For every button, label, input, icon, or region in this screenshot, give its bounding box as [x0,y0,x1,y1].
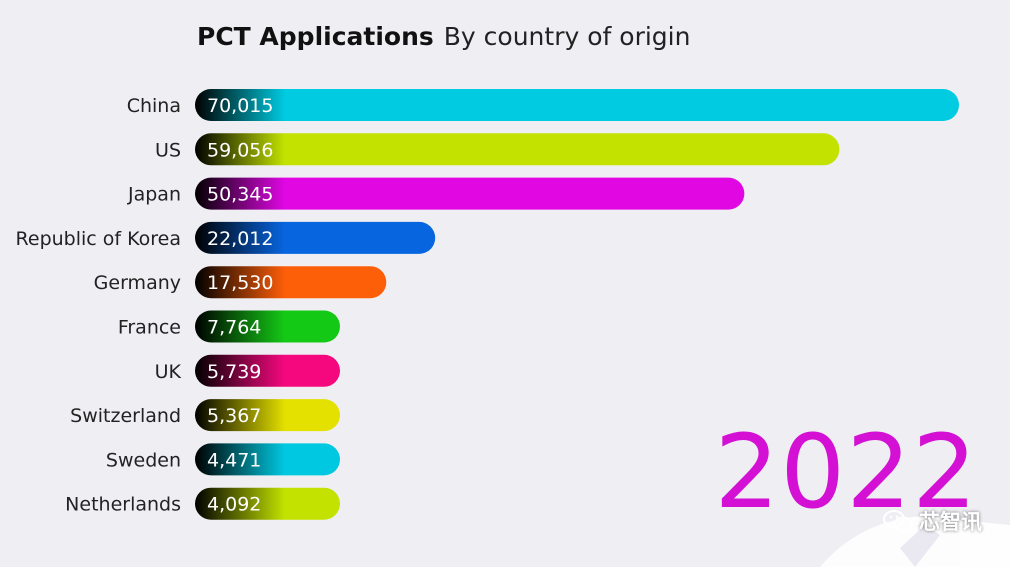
category-label: France [118,317,181,339]
bar-value-label: 4,471 [207,449,261,471]
bar-value-label: 50,345 [207,184,273,206]
category-label: US [155,139,181,161]
bar [195,177,745,210]
category-label: China [127,95,181,117]
chart-title-block: PCT Applications By country of origin [197,22,690,58]
bar-group: 7,764 [195,310,340,343]
bar-group: 4,471 [195,443,340,476]
bar-value-label: 70,015 [207,95,273,117]
bar-group: 50,345 [195,177,745,210]
category-label: Japan [127,184,181,206]
bar [195,310,340,343]
category-label: Republic of Korea [16,228,181,250]
bar [195,221,436,254]
year-label: 2022 [714,413,978,532]
bar [195,133,840,166]
bar-value-label: 7,764 [207,317,261,339]
bar-value-label: 5,739 [207,361,261,383]
category-label: Switzerland [70,405,181,427]
watermark-text: 芯智讯 [919,510,982,534]
wechat-icon [883,510,912,532]
bar [195,443,340,476]
category-label: Netherlands [65,494,181,516]
bar-group: 4,092 [195,487,340,520]
bar [195,354,340,387]
category-label: Germany [94,272,181,294]
bar-value-label: 17,530 [207,272,273,294]
bar-group: 5,739 [195,354,340,387]
watermark: 芯智讯 [883,506,982,536]
bar-group: 70,015 [195,89,959,121]
category-label: UK [155,361,182,383]
chart-title: PCT Applications [197,22,434,51]
bar-value-label: 4,092 [207,494,261,516]
category-label: Sweden [106,449,181,471]
bar [195,89,959,121]
bar-value-label: 59,056 [207,139,273,161]
chart-subtitle: By country of origin [443,22,691,51]
bar-group: 59,056 [195,133,840,166]
bar-value-label: 5,367 [207,405,261,427]
bar-value-label: 22,012 [207,228,273,250]
bar-group: 17,530 [195,266,387,299]
bar [195,399,340,432]
bar [195,266,387,299]
bar [195,487,340,520]
bar-group: 22,012 [195,221,436,254]
bar-group: 5,367 [195,399,340,432]
